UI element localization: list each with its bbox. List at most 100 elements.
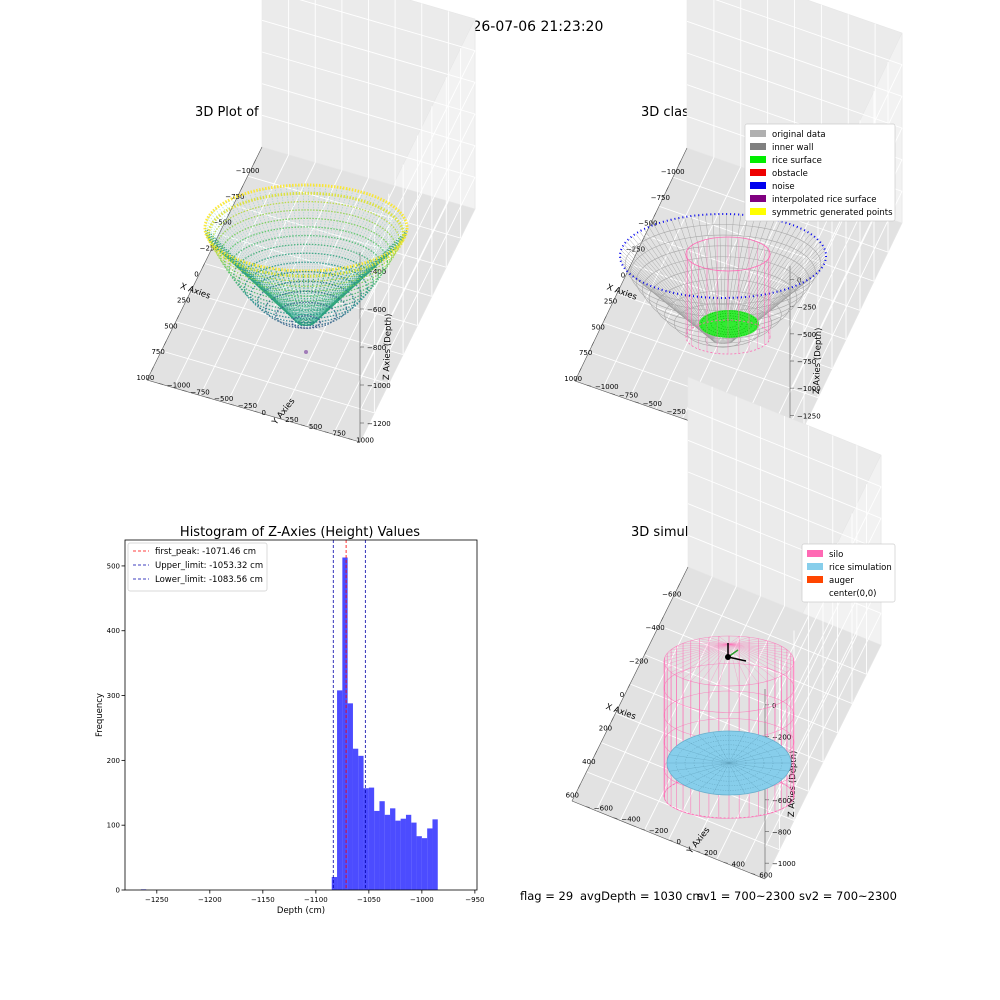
silo-roof-line — [699, 643, 730, 684]
bowl-meridian — [312, 244, 400, 324]
y-tick — [586, 384, 592, 387]
rice-simulation-spoke — [697, 762, 730, 791]
histogram-bar — [368, 787, 375, 890]
grid-line — [764, 486, 882, 721]
silo-roof-line — [728, 640, 768, 645]
y-tick — [300, 424, 305, 427]
y-tick-label: 500 — [107, 562, 120, 570]
x-tick — [189, 289, 192, 294]
y-tick — [695, 850, 701, 853]
grid-line — [687, 439, 882, 519]
z-axis-label: Z Axies (Depth) — [812, 327, 824, 394]
legend-classify-swatch — [750, 156, 766, 163]
status-flag: flag = 29 — [520, 889, 573, 903]
bowl-meridian — [311, 196, 377, 320]
bowl-meridian — [308, 267, 344, 327]
bowl-ring — [219, 217, 393, 292]
bowl-ring — [215, 209, 397, 288]
y-tick — [182, 390, 187, 392]
y-tick-label: −750 — [191, 388, 210, 396]
bowl-meridian — [248, 192, 302, 319]
x-tick-label: −1150 — [251, 896, 275, 904]
y-tick-label: 500 — [309, 423, 322, 431]
bowl-ring — [243, 261, 369, 316]
plot-frame — [124, 539, 478, 891]
silo-roof-line — [728, 643, 775, 645]
grid-line — [299, 0, 476, 52]
bowl-meridian — [206, 220, 299, 322]
x-tick-label: 250 — [604, 297, 617, 305]
legend-classify-swatch — [750, 143, 766, 150]
legend-histogram-entry: first_peak: -1071.46 cm — [155, 547, 256, 557]
legend-classify-entry: interpolated rice surface — [772, 195, 877, 205]
silo-roof-line — [699, 638, 730, 645]
silo-roof-line — [676, 643, 730, 647]
grid-line — [708, 194, 822, 429]
histogram-bar — [363, 788, 369, 890]
y-tick — [682, 418, 687, 420]
z-tick-label: −1250 — [797, 412, 821, 420]
bowl-meridian — [310, 195, 373, 320]
y-tick-label: −400 — [621, 816, 640, 824]
panel-histogram: Histogram of Z-Axies (Height) Values −12… — [95, 525, 484, 916]
bowl-meridian — [309, 265, 354, 326]
center-point — [725, 654, 731, 660]
rice-simulation-spoke — [728, 735, 761, 764]
rice-surface-ring — [710, 315, 748, 333]
silo-roof-line — [690, 640, 730, 645]
histogram-bar — [390, 808, 396, 890]
y-tick-label: −500 — [643, 400, 662, 408]
x-tick — [628, 264, 632, 269]
y-tick — [640, 828, 646, 831]
x-tick-label: −950 — [465, 896, 484, 904]
y-tick — [613, 817, 618, 820]
x-tick-label: 400 — [582, 758, 595, 766]
legend-classify-entry: obstacle — [772, 169, 808, 179]
rice-simulation-spoke — [728, 740, 773, 764]
silo-roof-line — [728, 638, 759, 645]
bowl-meridian — [268, 267, 304, 327]
x-tick-label: −1250 — [145, 896, 169, 904]
histogram-bar — [331, 877, 338, 890]
grid-line — [332, 201, 449, 435]
inner-wall-line — [620, 261, 714, 341]
y-tick-label: −1000 — [167, 381, 191, 389]
y-tick-label: 200 — [704, 849, 717, 857]
silo-ring — [663, 635, 795, 687]
bowl-meridian — [309, 189, 354, 319]
grid-line — [762, 213, 876, 447]
z-tick-label: −800 — [772, 829, 791, 837]
x-tick-label: −500 — [638, 220, 657, 228]
bowl-ring — [228, 234, 384, 302]
x-tick-label: 750 — [579, 349, 592, 357]
x-tick-label: 0 — [194, 271, 198, 279]
legend-simulation-swatch — [807, 563, 823, 570]
bowl-meridian — [310, 192, 364, 319]
rice-simulation-spoke — [675, 762, 730, 780]
legend-classify-swatch — [750, 182, 766, 189]
histogram-bar — [411, 822, 417, 890]
grid-line — [161, 350, 375, 414]
histogram-bar — [421, 838, 428, 890]
rice-simulation-spoke — [728, 762, 789, 772]
grid-line — [687, 471, 882, 551]
silo-roof-line — [728, 643, 788, 673]
bowl-meridian — [310, 260, 373, 326]
bowl-meridian — [311, 254, 385, 325]
silo-roof-line — [728, 643, 791, 654]
rice-surface-points — [699, 310, 759, 338]
legend-histogram-entry: Upper_limit: -1053.32 cm — [155, 561, 263, 571]
rice-simulation-spoke — [728, 754, 789, 764]
legend-classify-entry: symmetric generated points — [772, 208, 893, 218]
grid-line — [359, 177, 476, 411]
x-tick — [253, 159, 256, 165]
silo-roof-line — [670, 643, 730, 673]
x-tick — [627, 683, 631, 689]
x-tick — [678, 160, 682, 166]
silo-ring — [663, 663, 795, 713]
legend-classify-swatch — [750, 208, 766, 215]
legend-simulation-entry: silo — [829, 550, 843, 560]
x-tick-label: 200 — [599, 724, 612, 732]
grid-line — [686, 20, 903, 97]
